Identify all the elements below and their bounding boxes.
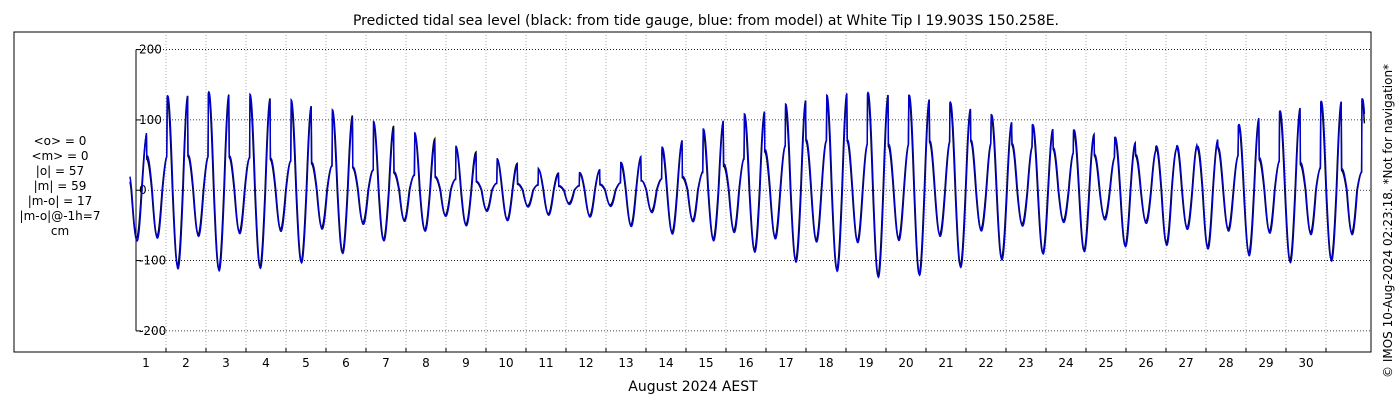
stats-panel: <o> = 0<m> = 0|o| = 57|m| = 59|m-o| = 17… [20, 134, 101, 238]
x-tick-label: 5 [302, 356, 310, 370]
x-tick-label: 15 [698, 356, 713, 370]
x-tick-label: 29 [1258, 356, 1273, 370]
x-tick-label: 20 [898, 356, 913, 370]
x-tick-label: 25 [1098, 356, 1113, 370]
x-tick-label: 27 [1178, 356, 1193, 370]
x-tick-label: 12 [578, 356, 593, 370]
y-tick-label: 100 [139, 113, 162, 127]
x-tick-label: 4 [262, 356, 270, 370]
y-tick-label: -100 [139, 254, 166, 268]
x-tick-label: 14 [658, 356, 673, 370]
x-tick-label: 28 [1218, 356, 1233, 370]
x-tick-label: 30 [1298, 356, 1313, 370]
stats-line: |m| = 59 [34, 179, 87, 193]
x-tick-label: 19 [858, 356, 873, 370]
x-tick-label: 26 [1138, 356, 1153, 370]
stats-line: |o| = 57 [36, 164, 84, 178]
x-tick-label: 7 [382, 356, 390, 370]
plot-frame [13, 31, 1372, 353]
x-tick-label: 24 [1058, 356, 1073, 370]
x-tick-label: 16 [738, 356, 753, 370]
x-tick-label: 17 [778, 356, 793, 370]
x-tick-label: 1 [142, 356, 150, 370]
x-tick-label: 10 [498, 356, 513, 370]
stats-line: <m> = 0 [31, 149, 88, 163]
y-tick-label: -200 [139, 324, 166, 338]
stats-line: |m-o| = 17 [28, 194, 93, 208]
x-tick-label: 22 [978, 356, 993, 370]
y-tick-label: 200 [139, 43, 162, 57]
stats-line: <o> = 0 [34, 134, 87, 148]
series-lines [129, 90, 1366, 279]
x-tick-label: 23 [1018, 356, 1033, 370]
series-line [129, 90, 1366, 279]
credit-text: © IMOS 10-Aug-2024 02:23:18. *Not for na… [1381, 64, 1395, 378]
stats-line: |m-o|@-1h=7 [20, 209, 101, 223]
chart-title: Predicted tidal sea level (black: from t… [353, 13, 1059, 29]
x-tick-label: 3 [222, 356, 230, 370]
x-axis-label: August 2024 AEST [628, 379, 758, 395]
x-tick-label: 9 [462, 356, 470, 370]
y-tick-label: 0 [139, 183, 147, 197]
x-tick-label: 18 [818, 356, 833, 370]
x-tick-label: 2 [182, 356, 190, 370]
stats-line: cm [51, 224, 69, 238]
x-tick-label: 21 [938, 356, 953, 370]
x-tick-label: 13 [618, 356, 633, 370]
x-tick-label: 11 [538, 356, 553, 370]
x-tick-label: 8 [422, 356, 430, 370]
x-tick-label: 6 [342, 356, 350, 370]
